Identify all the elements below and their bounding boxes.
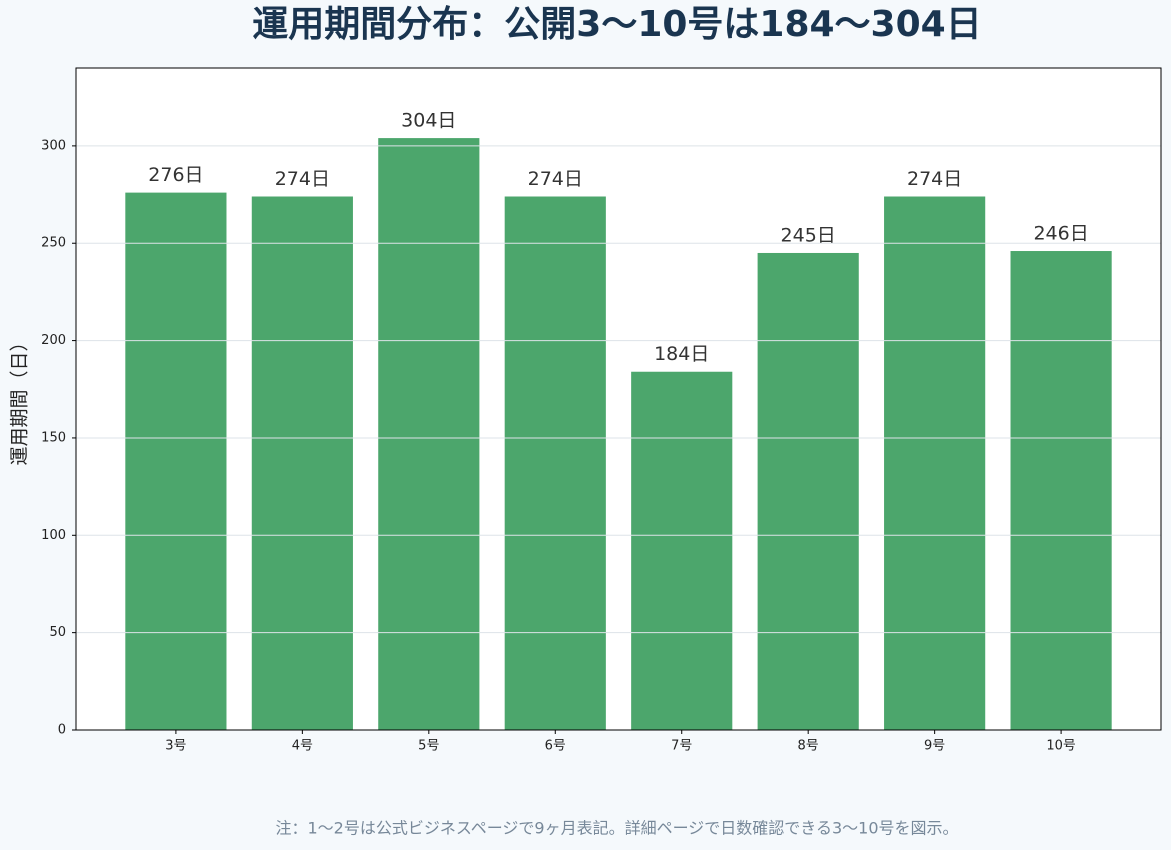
value-label: 274日 <box>275 168 330 190</box>
bar <box>251 196 353 731</box>
value-label: 246日 <box>1033 223 1088 245</box>
bar <box>504 196 606 731</box>
chart-title: 運用期間分布：公開3〜10号は184〜304日 <box>252 4 981 45</box>
y-tick-label: 200 <box>41 333 66 348</box>
value-label: 276日 <box>148 164 203 186</box>
bar <box>757 252 859 730</box>
x-tick-label: 10号 <box>1046 739 1076 754</box>
bar <box>378 138 480 730</box>
y-tick-label: 0 <box>58 723 66 738</box>
y-tick-label: 150 <box>41 430 66 445</box>
value-label: 245日 <box>781 224 836 246</box>
x-tick-label: 8号 <box>798 739 819 754</box>
plot-frame <box>75 67 1162 731</box>
bar <box>884 196 986 731</box>
x-tick-label: 6号 <box>545 739 566 754</box>
y-tick-label: 100 <box>41 528 66 543</box>
value-label: 274日 <box>907 168 962 190</box>
y-tick-label: 300 <box>41 138 66 153</box>
x-tick-label: 7号 <box>671 739 692 754</box>
bar <box>631 371 733 730</box>
value-label: 184日 <box>654 343 709 365</box>
y-tick-label: 250 <box>41 236 66 251</box>
plot-area <box>76 68 1161 730</box>
bar <box>1010 251 1112 730</box>
x-tick-label: 3号 <box>165 739 186 754</box>
y-tick-label: 50 <box>49 625 66 640</box>
bar <box>125 192 227 731</box>
x-tick-label: 9号 <box>924 739 945 754</box>
value-label: 274日 <box>528 168 583 190</box>
x-tick-label: 5号 <box>418 739 439 754</box>
x-tick-label: 4号 <box>292 739 313 754</box>
value-label: 304日 <box>401 110 456 132</box>
footnote: 注：1〜2号は公式ビジネスページで9ヶ月表記。詳細ページで日数確認できる3〜10… <box>276 819 959 838</box>
y-axis-label: 運用期間（日） <box>9 332 31 465</box>
